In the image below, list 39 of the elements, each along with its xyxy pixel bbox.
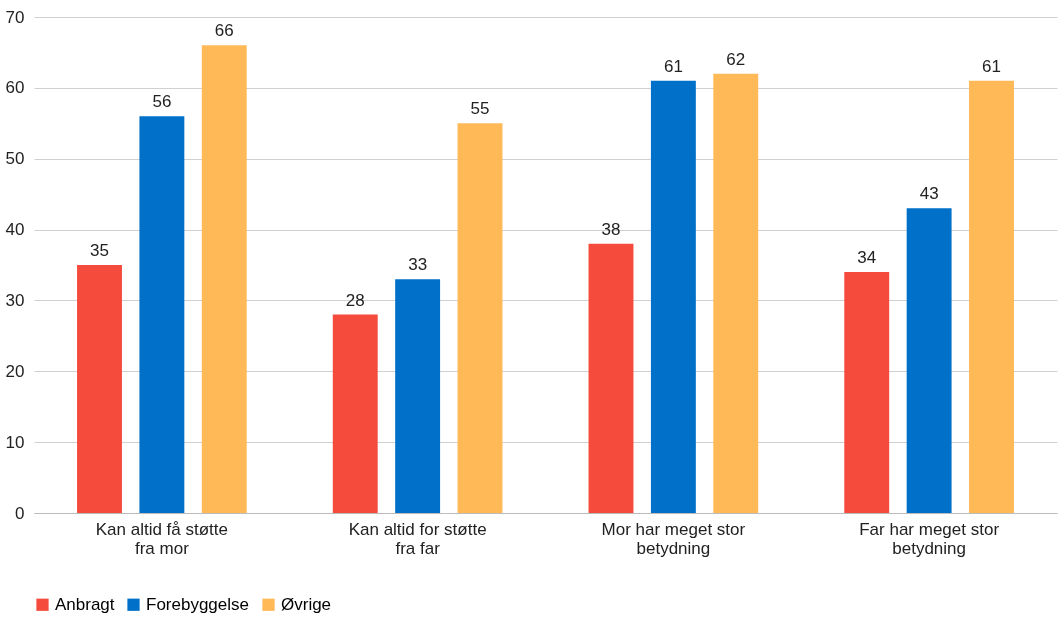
x-tick-label: Far har meget stor betydning (859, 519, 1000, 558)
data-label: 55 (470, 99, 490, 119)
legend-label: Anbragt (55, 594, 115, 614)
bar (139, 116, 185, 513)
bar (650, 80, 696, 513)
data-label: 61 (982, 56, 1001, 76)
bar (77, 265, 122, 513)
x-tick-label: Kan altid for støtte fra far (348, 519, 487, 558)
bar (969, 80, 1014, 513)
y-tick-label: 30 (5, 290, 25, 310)
bar (201, 45, 247, 513)
x-tick-label: Kan altid få støtte fra mor (95, 519, 229, 558)
bar (457, 123, 503, 513)
data-label: 34 (857, 248, 877, 268)
data-label: 28 (345, 290, 365, 310)
data-label: 43 (919, 184, 939, 204)
bar (395, 279, 441, 513)
legend-label: Øvrige (281, 594, 332, 614)
y-tick-label: 70 (5, 7, 25, 27)
legend-label: Forebyggelse (146, 594, 250, 614)
data-label: 38 (601, 219, 621, 239)
bar (332, 314, 378, 513)
bar (588, 243, 634, 513)
y-tick-label: 50 (5, 149, 25, 169)
bar (906, 208, 952, 513)
data-label: 33 (408, 255, 428, 275)
y-tick-label: 60 (5, 78, 25, 98)
y-tick-label: 10 (5, 432, 25, 452)
data-label: 61 (663, 56, 683, 76)
y-tick-label: 40 (5, 220, 25, 240)
data-label: 35 (90, 241, 109, 260)
y-tick-label: 0 (15, 503, 25, 523)
x-tick-label: Mor har meget stor betydning (601, 519, 746, 558)
bar (844, 272, 890, 513)
bar (713, 73, 759, 513)
data-label: 62 (726, 49, 746, 69)
data-label: 56 (152, 92, 172, 112)
data-label: 66 (214, 21, 234, 41)
y-tick-label: 20 (5, 361, 25, 381)
